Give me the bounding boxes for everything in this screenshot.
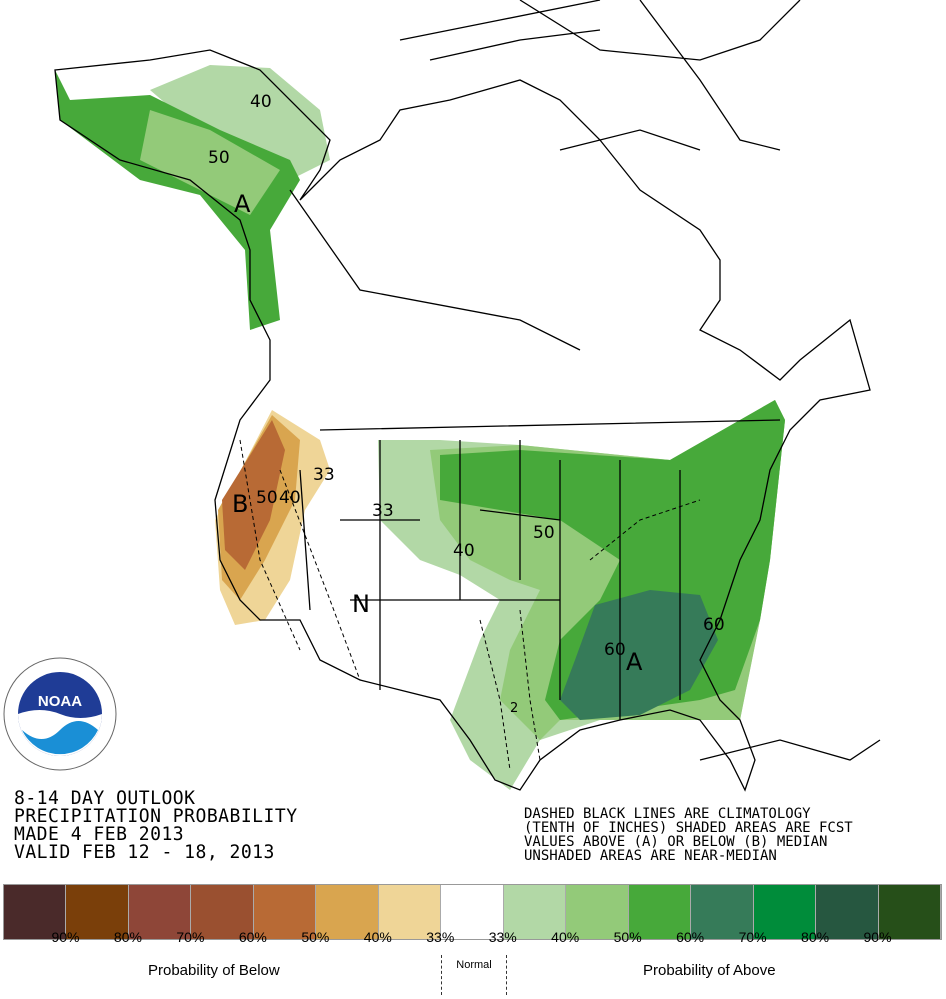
legend-swatch [253,885,317,939]
note-line: (TENTH OF INCHES) SHADED AREAS ARE FCST [524,820,853,836]
legend-label: 80% [113,929,142,945]
legend-label: 60% [238,929,267,945]
legend-label: 60% [676,929,705,945]
alaska-above-inner [140,110,280,215]
legend-swatch [316,885,379,939]
note-line: DASHED BLACK LINES ARE CLIMATOLOGY [524,806,811,822]
note-line: VALUES ABOVE (A) OR BELOW (B) MEDIAN [524,834,828,850]
map-label: 40 [250,92,272,112]
title-line: PRECIPITATION PROBABILITY [14,805,298,827]
map-label: 33 [372,501,394,521]
alaska-above-light [150,65,330,180]
west-below-inner [222,420,285,570]
map-label: 2 [510,701,518,716]
normal-caption: Normal [441,955,507,995]
legend-swatch [66,885,129,939]
map-label: A [234,190,251,218]
legend-swatch [816,885,879,939]
color-legend [3,884,942,940]
map-label: B [232,490,248,518]
legend-label: 80% [801,929,830,945]
legend-swatch [441,885,504,939]
map-label: 60 [703,615,725,635]
legend-swatch [753,885,817,939]
legend-swatch [191,885,254,939]
noaa-logo: NOAA [3,657,117,771]
legend-swatch [128,885,192,939]
precipitation-map: 40 50 A B 50 40 33 33 40 50 60 A 60 N 2 … [3,0,881,792]
legend-swatch [691,885,754,939]
map-label: A [626,648,643,676]
map-label: 40 [279,488,301,508]
note-line: UNSHADED AREAS ARE NEAR-MEDIAN [524,848,777,864]
map-label: 50 [256,488,278,508]
map-label: N [352,590,370,618]
southeast-above-dark [560,590,718,720]
legend-swatch [503,885,567,939]
legend-label: 90% [51,929,80,945]
alaska-above-mid [55,70,300,330]
legend-label: 50% [613,929,642,945]
map-label: 33 [313,465,335,485]
valid-dates: VALID FEB 12 - 18, 2013 [14,841,275,863]
legend-label: 50% [301,929,330,945]
legend-label: 33% [426,929,455,945]
legend-label: 90% [863,929,892,945]
legend-label: 33% [488,929,517,945]
legend-label: 70% [738,929,767,945]
legend-swatch [878,885,942,939]
outlook-title: 8-14 DAY OUTLOOK PRECIPITATION PROBABILI… [14,787,298,863]
legend-swatch [628,885,692,939]
title-line: 8-14 DAY OUTLOOK [14,787,196,809]
climatology-contours [239,439,701,771]
legend-swatch [566,885,629,939]
coastlines [54,0,881,792]
map-notes: DASHED BLACK LINES ARE CLIMATOLOGY (TENT… [524,807,853,863]
map-label: 40 [453,541,475,561]
legend-label: 40% [363,929,392,945]
made-date: MADE 4 FEB 2013 [14,823,185,845]
legend-swatch [4,885,67,939]
below-caption: Probability of Below [148,962,280,979]
map-label: 60 [604,640,626,660]
svg-text:NOAA: NOAA [38,693,82,710]
legend-label: 70% [176,929,205,945]
above-caption: Probability of Above [643,962,776,979]
legend-swatch [378,885,442,939]
map-label: 50 [208,148,230,168]
map-label: 50 [533,523,555,543]
legend-label: 40% [551,929,580,945]
